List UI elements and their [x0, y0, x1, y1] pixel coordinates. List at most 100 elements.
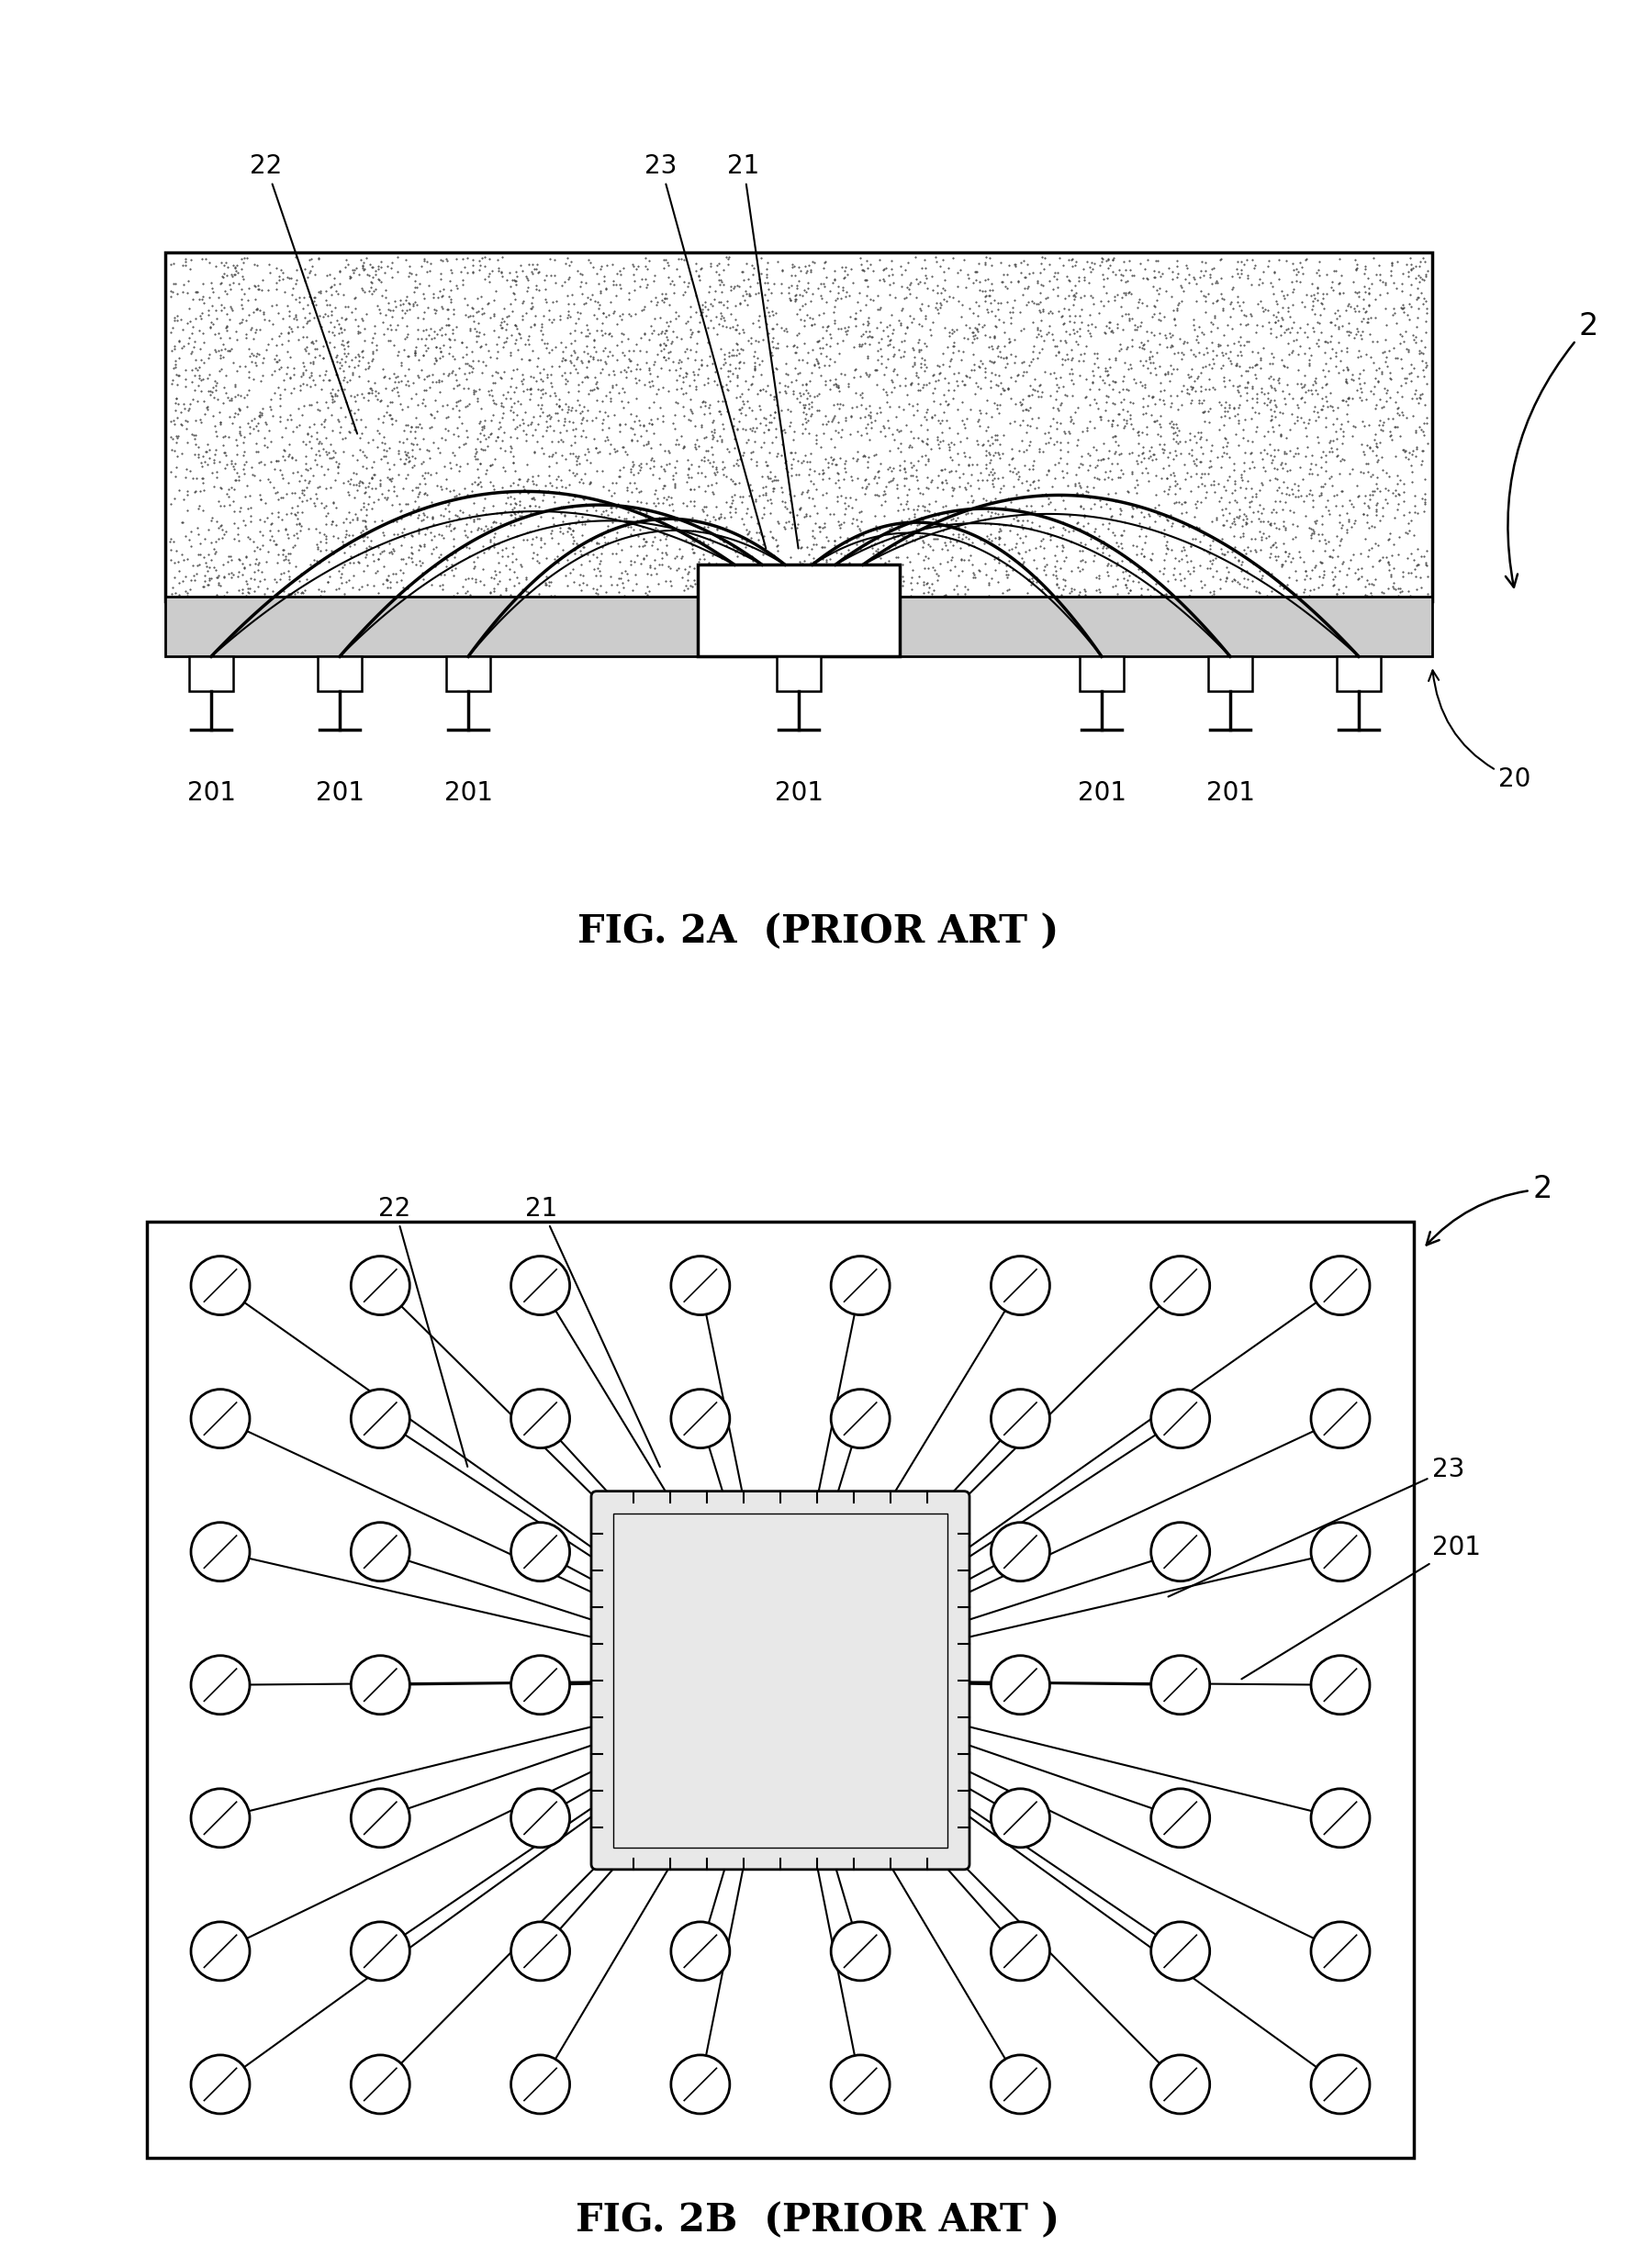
Point [592, 395, 618, 431]
Point [1013, 390, 1039, 426]
Point [1181, 306, 1207, 342]
Point [560, 513, 586, 549]
Point [1309, 476, 1335, 513]
Point [937, 508, 964, 544]
Point [1342, 320, 1368, 356]
Point [1309, 381, 1335, 417]
Point [548, 463, 574, 499]
Point [663, 538, 689, 574]
Point [787, 376, 813, 413]
Point [1029, 476, 1055, 513]
Point [471, 408, 497, 445]
Point [185, 383, 211, 420]
Point [520, 333, 546, 370]
Point [975, 456, 1001, 492]
Point [964, 447, 990, 483]
Point [524, 268, 550, 304]
Point [276, 435, 303, 472]
Point [1363, 497, 1389, 533]
Point [1191, 256, 1217, 293]
Point [700, 476, 726, 513]
Point [471, 535, 497, 572]
Point [1309, 515, 1335, 551]
Point [1396, 331, 1422, 367]
Point [987, 426, 1013, 463]
Point [797, 544, 823, 581]
Point [388, 363, 414, 399]
Point [1027, 522, 1054, 558]
Point [1126, 413, 1152, 449]
Point [857, 567, 883, 603]
Point [916, 492, 942, 528]
Point [1024, 340, 1050, 376]
Point [1400, 397, 1427, 433]
Point [718, 560, 744, 596]
Point [175, 290, 201, 327]
Point [312, 272, 339, 308]
Point [165, 340, 191, 376]
Point [1397, 447, 1423, 483]
Point [162, 449, 188, 485]
Point [497, 497, 524, 533]
Point [1047, 431, 1073, 467]
Point [967, 349, 993, 386]
Point [278, 374, 304, 411]
Point [1163, 408, 1189, 445]
Point [173, 274, 200, 311]
Point [1261, 399, 1288, 435]
Point [1224, 249, 1250, 286]
Point [191, 324, 218, 361]
Point [1045, 370, 1072, 406]
Point [488, 308, 514, 345]
Point [1042, 578, 1068, 615]
Point [1204, 501, 1230, 538]
Point [985, 526, 1011, 562]
Point [685, 304, 712, 340]
Point [1353, 293, 1379, 329]
Point [1397, 435, 1423, 472]
Point [218, 560, 244, 596]
Point [690, 383, 717, 420]
Point [1183, 440, 1209, 476]
Text: 201: 201 [1206, 780, 1255, 805]
Point [1193, 479, 1219, 515]
Point [910, 522, 936, 558]
Point [1070, 551, 1096, 587]
Point [618, 454, 645, 490]
Point [1094, 354, 1121, 390]
Point [854, 576, 880, 612]
Point [398, 497, 424, 533]
Point [278, 397, 304, 433]
Point [509, 340, 535, 376]
Point [679, 395, 705, 431]
Point [1184, 361, 1211, 397]
Point [995, 256, 1021, 293]
Point [1302, 547, 1328, 583]
Point [1112, 540, 1139, 576]
Point [960, 547, 987, 583]
Point [484, 535, 510, 572]
Point [656, 308, 682, 345]
Point [332, 519, 358, 556]
Point [157, 542, 183, 578]
Point [596, 297, 622, 333]
Point [631, 315, 658, 352]
Point [350, 433, 376, 469]
Point [1309, 506, 1335, 542]
Point [229, 259, 255, 295]
Point [272, 433, 298, 469]
Point [270, 574, 296, 610]
Point [434, 293, 460, 329]
Point [252, 404, 278, 440]
Point [1132, 342, 1158, 379]
Point [1042, 338, 1068, 374]
Point [808, 358, 834, 395]
Point [232, 538, 258, 574]
Point [725, 531, 751, 567]
Point [350, 245, 376, 281]
Point [216, 488, 242, 524]
Point [1011, 433, 1037, 469]
Point [649, 547, 676, 583]
Text: FIG. 2A  (PRIOR ART ): FIG. 2A (PRIOR ART ) [578, 912, 1058, 950]
Point [1050, 290, 1076, 327]
